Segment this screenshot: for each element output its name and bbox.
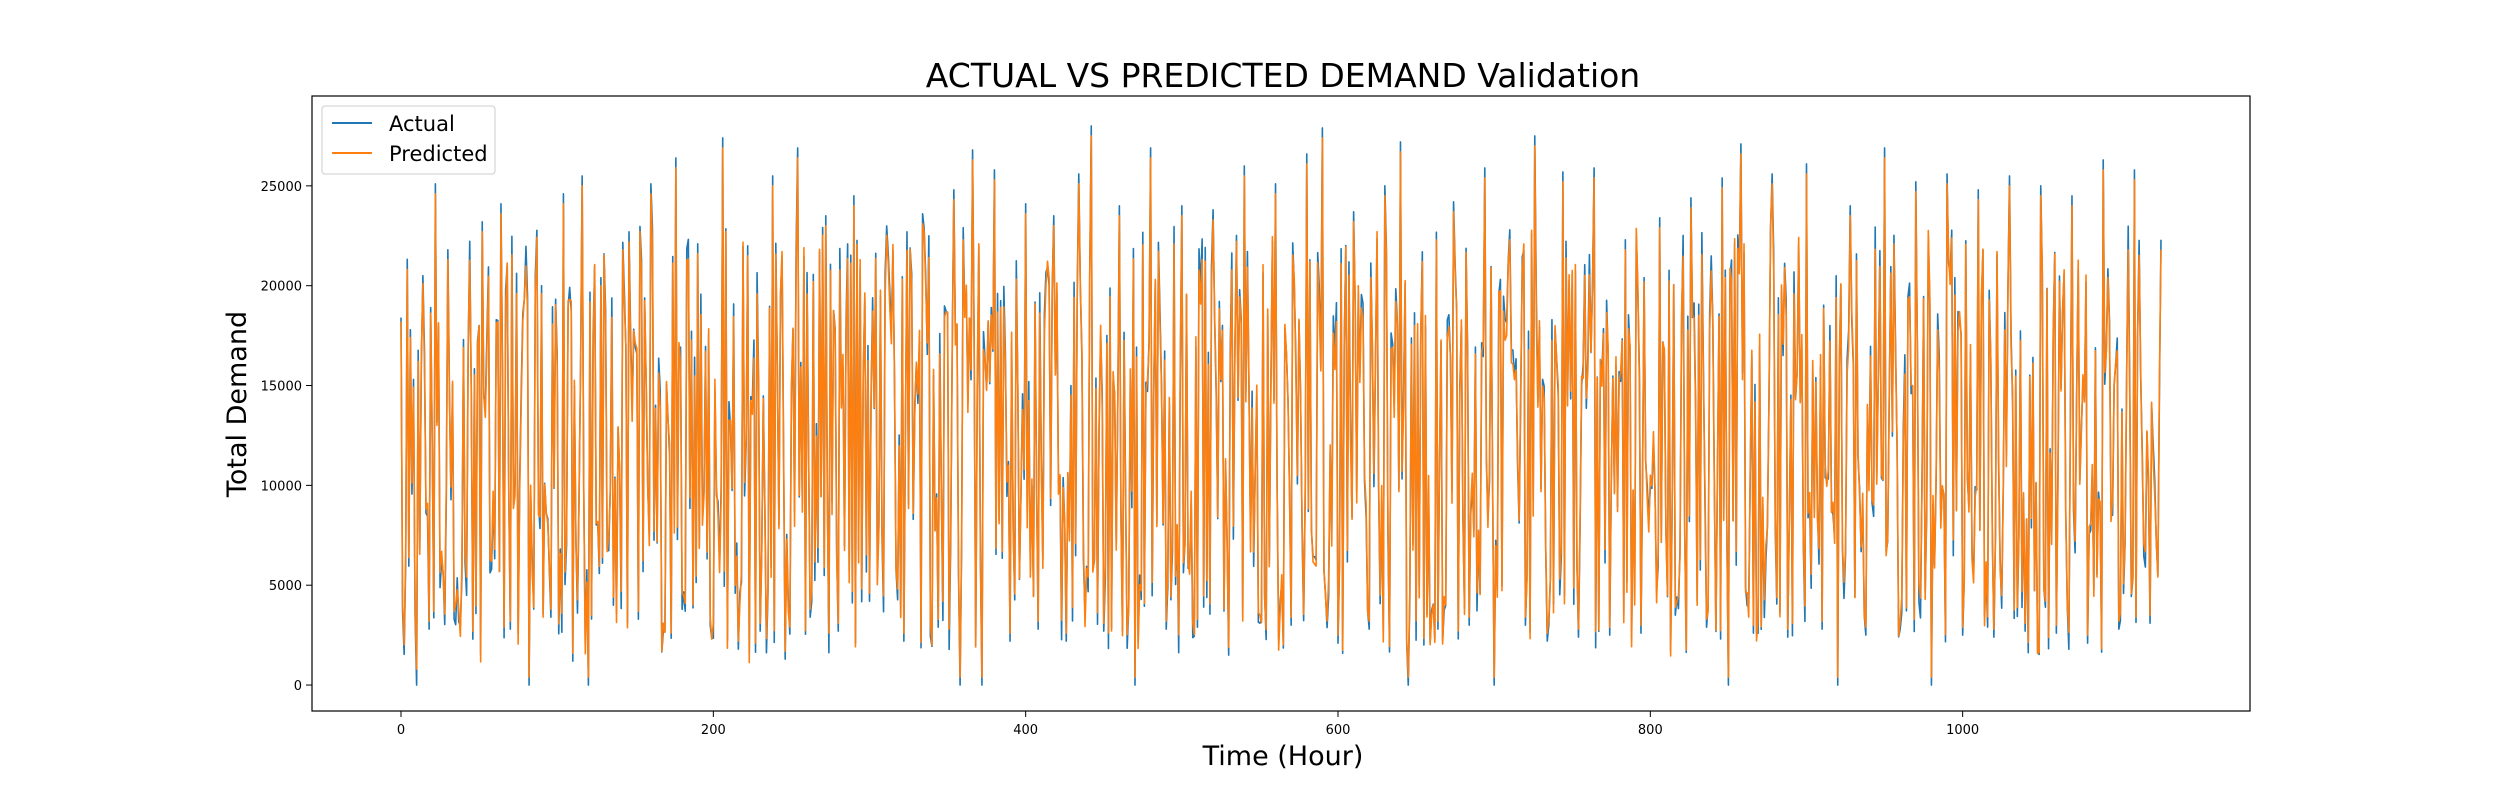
x-tick-label: 1000 [1946, 723, 1979, 738]
series-layer [400, 125, 2162, 686]
x-tick-label: 800 [1638, 723, 1663, 738]
y-axis-ticks: 0 5000 10000 15000 20000 25000 [261, 180, 312, 694]
y-tick-label: 25000 [261, 180, 302, 195]
y-tick-label: 10000 [261, 479, 302, 494]
legend-label-predicted: Predicted [389, 142, 488, 166]
chart-title: ACTUAL VS PREDICTED DEMAND Validation [926, 56, 1640, 95]
y-tick-label: 5000 [269, 579, 302, 594]
x-tick-label: 400 [1013, 723, 1038, 738]
plot-area-frame [311, 95, 2251, 712]
y-tick-label: 20000 [261, 280, 302, 295]
y-axis-label: Total Demand [222, 311, 253, 498]
x-tick-label: 600 [1326, 723, 1351, 738]
x-tick-label: 0 [397, 723, 405, 738]
legend: Actual Predicted [321, 105, 496, 175]
series-line-predicted [400, 135, 2162, 678]
x-tick-label: 200 [701, 723, 726, 738]
y-tick-label: 0 [294, 679, 302, 694]
x-axis-label: Time (Hour) [1202, 741, 1364, 772]
legend-label-actual: Actual [389, 112, 455, 136]
y-tick-label: 15000 [261, 380, 302, 395]
x-axis-ticks: 0 200 400 600 800 1000 [397, 711, 1979, 738]
